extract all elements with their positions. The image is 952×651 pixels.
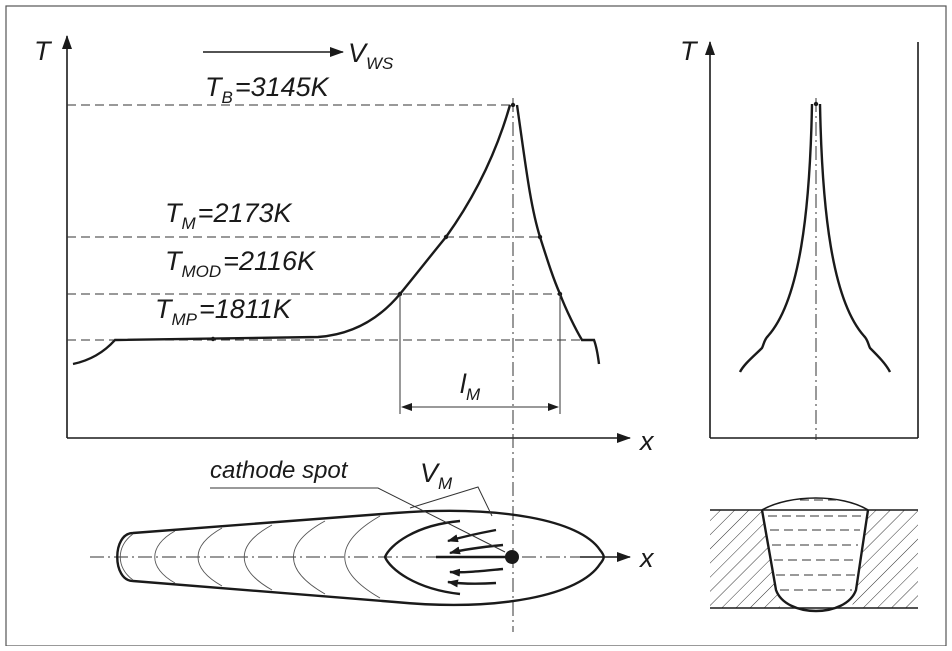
ripple-line (197, 527, 223, 587)
peak-point (813, 101, 819, 107)
tm-label: TM=2173K (165, 198, 293, 233)
tmod-label: TMOD=2116K (165, 246, 316, 281)
curve-point (443, 234, 449, 240)
liquid-pool-boundary (383, 519, 461, 596)
ripple-line (244, 524, 273, 591)
cross-section-curve-left (738, 103, 814, 373)
temperature-curve (72, 104, 601, 366)
pool-x-label: x (638, 543, 655, 573)
tmp-label: TMP=1811K (155, 294, 292, 329)
fusion-boundary (760, 509, 870, 613)
cross-section-graph: T (680, 36, 919, 440)
cathode-spot-dot (505, 550, 519, 564)
curve-point (510, 102, 516, 108)
weld-pool-plan: cathode spot VM x (90, 457, 655, 607)
ripple-line (119, 533, 134, 581)
vm-label: VM (420, 458, 453, 493)
ripple-line (293, 520, 326, 595)
bead-outline (116, 509, 605, 607)
curve-point (210, 336, 216, 342)
cross-section-curve-right (818, 103, 892, 373)
lm-label: lM (460, 369, 481, 404)
graph-x-label: x (638, 426, 655, 456)
cathode-spot-label: cathode spot (210, 457, 349, 484)
curve-point (537, 234, 543, 240)
temperature-graph: T x VWS TB=3145K TM=2173K TMOD=2116K TMP… (34, 35, 655, 632)
figure-frame (5, 5, 947, 647)
ripple-line (154, 530, 176, 584)
flow-arrow (449, 543, 504, 555)
weld-cross-section (710, 497, 918, 613)
tb-label: TB=3145K (205, 72, 330, 107)
weld-reinforcement (761, 497, 869, 511)
vm-leader (409, 486, 493, 517)
right-y-label: T (680, 36, 699, 66)
liquid-fill-lines (768, 499, 862, 591)
cathode-spot-leader (210, 487, 506, 553)
flow-arrow (449, 567, 504, 577)
flow-arrow (447, 579, 497, 588)
velocity-label: VWS (348, 38, 394, 73)
graph-y-label: T (34, 36, 53, 66)
ripple-line (344, 515, 381, 599)
